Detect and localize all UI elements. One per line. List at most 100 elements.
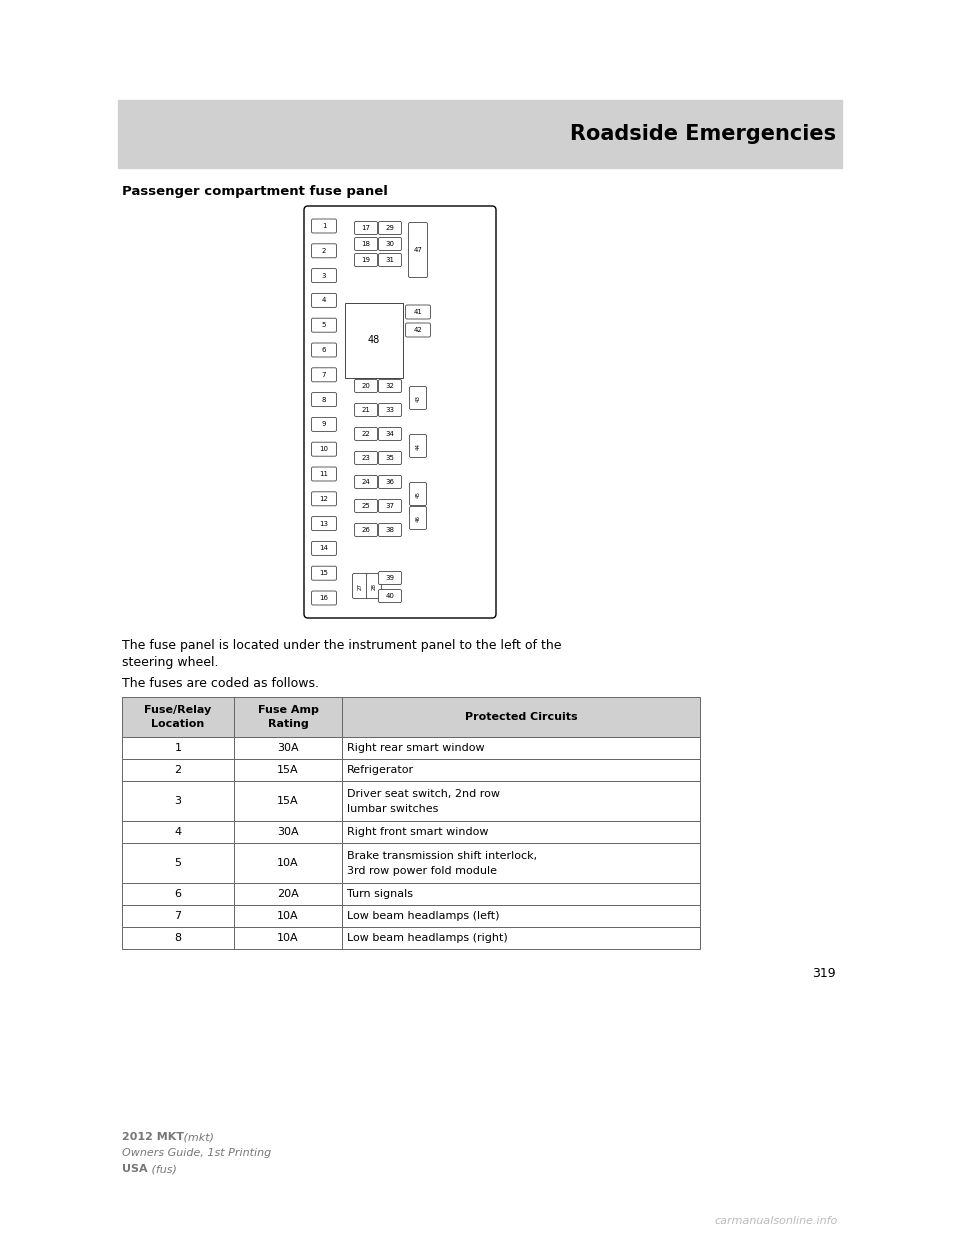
Text: 17: 17 [362,225,371,231]
Text: 20: 20 [362,383,371,389]
Bar [122,927,234,949]
Text: 2: 2 [175,765,181,775]
FancyBboxPatch shape [311,566,337,580]
Text: 9: 9 [322,421,326,427]
Bar [342,883,700,905]
Text: 11: 11 [320,471,328,477]
Text: 19: 19 [362,257,371,263]
Bar [342,737,700,759]
Text: 3: 3 [175,796,181,806]
Bar [342,905,700,927]
FancyBboxPatch shape [409,222,427,277]
Bar [342,781,700,821]
Text: Turn signals: Turn signals [347,889,413,899]
Bar [342,759,700,781]
Text: 20A: 20A [277,889,299,899]
FancyBboxPatch shape [354,221,377,235]
Text: Brake transmission shift interlock,: Brake transmission shift interlock, [347,851,538,861]
Text: 30A: 30A [277,743,299,753]
Text: 6: 6 [175,889,181,899]
Bar [342,927,700,949]
Text: 30A: 30A [277,827,299,837]
Text: Fuse/Relay: Fuse/Relay [144,705,211,715]
FancyBboxPatch shape [311,392,337,406]
Text: 8: 8 [322,396,326,402]
Text: 31: 31 [386,257,395,263]
Bar [122,843,234,883]
Text: Location: Location [152,719,204,729]
FancyBboxPatch shape [378,380,401,392]
Text: 30: 30 [386,241,395,247]
FancyBboxPatch shape [378,590,401,602]
FancyBboxPatch shape [311,442,337,456]
FancyBboxPatch shape [311,542,337,555]
Bar [122,905,234,927]
Text: Right front smart window: Right front smart window [347,827,489,837]
FancyBboxPatch shape [354,523,377,537]
Text: 15: 15 [320,570,328,576]
Text: Refrigerator: Refrigerator [347,765,414,775]
FancyBboxPatch shape [311,467,337,481]
Text: USA: USA [122,1164,148,1174]
Text: 4: 4 [322,297,326,303]
Text: 12: 12 [320,496,328,502]
Text: 13: 13 [320,520,328,527]
Text: 34: 34 [386,431,395,437]
FancyBboxPatch shape [378,523,401,537]
FancyBboxPatch shape [354,237,377,251]
FancyBboxPatch shape [378,499,401,513]
Text: 24: 24 [362,479,371,484]
FancyBboxPatch shape [410,507,426,529]
Text: (fus): (fus) [148,1164,177,1174]
Text: 26: 26 [362,527,371,533]
FancyBboxPatch shape [311,343,337,356]
Text: Owners Guide, 1st Printing: Owners Guide, 1st Printing [122,1148,272,1158]
Text: 40: 40 [386,592,395,599]
Text: 21: 21 [362,407,371,414]
Text: 10A: 10A [277,910,299,922]
Text: 3rd row power fold module: 3rd row power fold module [347,866,497,876]
FancyBboxPatch shape [378,476,401,488]
Text: 45: 45 [416,491,420,498]
FancyBboxPatch shape [311,293,337,308]
Text: Roadside Emergencies: Roadside Emergencies [570,124,836,144]
FancyBboxPatch shape [354,452,377,465]
Bar [345,303,403,378]
FancyBboxPatch shape [311,368,337,381]
Bar [234,883,342,905]
Bar [234,737,342,759]
Text: carmanualsonline.info: carmanualsonline.info [715,1216,838,1226]
FancyBboxPatch shape [311,243,337,258]
Text: 18: 18 [362,241,371,247]
FancyBboxPatch shape [311,417,337,431]
Bar [122,697,234,737]
FancyBboxPatch shape [354,476,377,488]
Bar [122,821,234,843]
Text: 2: 2 [322,248,326,253]
Text: 3: 3 [322,272,326,278]
FancyBboxPatch shape [378,237,401,251]
Bar [234,759,342,781]
Bar [122,883,234,905]
Text: 8: 8 [175,933,181,943]
Bar [234,781,342,821]
Text: 29: 29 [386,225,395,231]
Text: 37: 37 [386,503,395,509]
Text: 33: 33 [386,407,395,414]
Text: 7: 7 [175,910,181,922]
Text: 35: 35 [386,455,395,461]
FancyBboxPatch shape [378,427,401,441]
Text: Driver seat switch, 2nd row: Driver seat switch, 2nd row [347,789,500,799]
Text: (mkt): (mkt) [180,1131,214,1141]
Text: 10A: 10A [277,858,299,868]
Text: 42: 42 [414,327,422,333]
Text: 27: 27 [357,582,363,590]
FancyBboxPatch shape [378,253,401,267]
Text: 1: 1 [322,224,326,229]
Bar [122,759,234,781]
FancyBboxPatch shape [311,492,337,505]
Bar [234,927,342,949]
FancyBboxPatch shape [311,318,337,332]
Bar [342,843,700,883]
FancyBboxPatch shape [354,404,377,416]
